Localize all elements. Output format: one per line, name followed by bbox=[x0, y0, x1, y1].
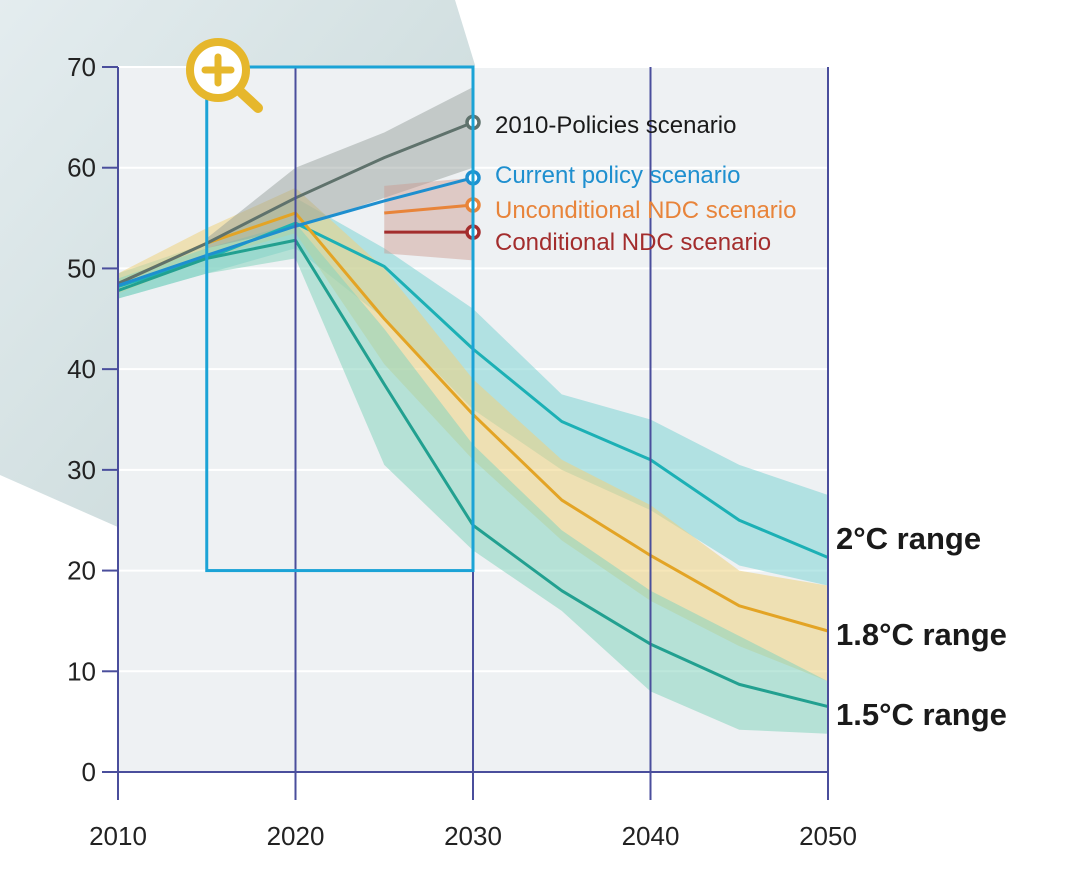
y-tick-label-10: 10 bbox=[67, 656, 96, 686]
y-tick-label-40: 40 bbox=[67, 354, 96, 384]
series-labels: 2010-Policies scenario Current policy sce… bbox=[495, 112, 1007, 732]
y-tick-label-60: 60 bbox=[67, 153, 96, 183]
y-tick-label-20: 20 bbox=[67, 556, 96, 586]
range-label-2: 1.8°C range bbox=[836, 617, 1007, 652]
x-tick-label-2010: 2010 bbox=[89, 821, 147, 851]
range-label-3: 1.5°C range bbox=[836, 697, 1007, 732]
x-tick-label-2030: 2030 bbox=[444, 821, 502, 851]
scenario-label-1: 2010-Policies scenario bbox=[495, 112, 736, 139]
scenario-label-3: Unconditional NDC scenario bbox=[495, 197, 796, 224]
x-tick-label-2020: 2020 bbox=[267, 821, 325, 851]
x-tick-label-2040: 2040 bbox=[622, 821, 680, 851]
y-tick-label-0: 0 bbox=[82, 757, 96, 787]
scenario-line-3 bbox=[384, 203, 474, 215]
range-label-1: 2°C range bbox=[836, 521, 981, 556]
zoom-window[interactable] bbox=[205, 65, 475, 573]
scenario-label-4: Conditional NDC scenario bbox=[495, 229, 771, 256]
y-tick-label-30: 30 bbox=[67, 455, 96, 485]
y-tick-label-50: 50 bbox=[67, 253, 96, 283]
zoom-in-icon[interactable] bbox=[186, 38, 263, 113]
x-tick-label-2050: 2050 bbox=[799, 821, 857, 851]
scenario-band-3 bbox=[384, 177, 473, 261]
scenario-label-2: Current policy scenario bbox=[495, 162, 740, 189]
y-tick-label-70: 70 bbox=[67, 52, 96, 82]
